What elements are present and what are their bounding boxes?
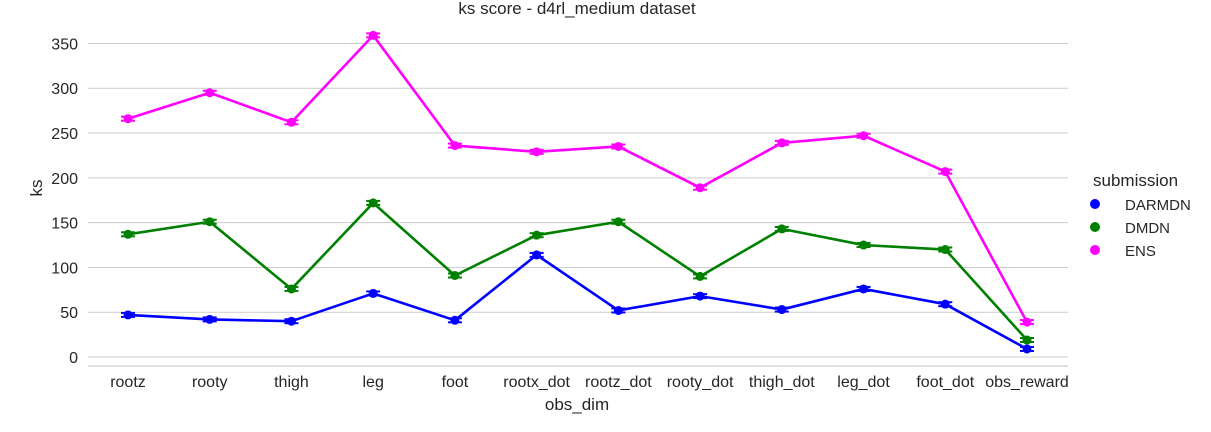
point-darmdn-leg xyxy=(368,288,378,298)
point-dmdn-rootx_dot xyxy=(532,230,542,240)
x-tick-leg: leg xyxy=(363,374,384,391)
y-tick-0: 0 xyxy=(69,350,78,367)
series-line-dmdn xyxy=(127,201,1028,341)
point-dmdn-foot xyxy=(450,271,460,281)
x-tick-rooty_dot: rooty_dot xyxy=(667,374,734,391)
point-ens-thigh xyxy=(286,117,296,127)
y-gridlines xyxy=(88,42,1068,358)
point-ens-rootx_dot xyxy=(532,147,542,157)
point-dmdn-rooty xyxy=(205,217,215,227)
series-line-ens xyxy=(127,34,1029,323)
point-darmdn-leg_dot xyxy=(859,284,869,294)
y-tick-150: 150 xyxy=(51,216,78,233)
y-tick-300: 300 xyxy=(51,81,78,98)
point-dmdn-thigh xyxy=(286,284,296,294)
point-ens-rooty xyxy=(205,88,215,98)
point-darmdn-foot xyxy=(450,315,460,325)
point-ens-rootz_dot xyxy=(613,141,623,151)
point-dmdn-leg_dot xyxy=(859,240,869,250)
x-tick-foot: foot xyxy=(442,374,469,391)
y-tick-350: 350 xyxy=(51,36,78,53)
point-ens-leg xyxy=(368,30,378,40)
x-tick-thigh_dot: thigh_dot xyxy=(749,374,815,391)
y-axis-label: ks xyxy=(27,180,46,197)
point-dmdn-rooty_dot xyxy=(695,271,705,281)
point-dmdn-thigh_dot xyxy=(777,224,787,234)
point-dmdn-obs_reward xyxy=(1022,335,1032,345)
point-darmdn-thigh_dot xyxy=(777,305,787,315)
point-ens-obs_reward xyxy=(1022,317,1032,327)
legend: submission DARMDN DMDN ENS xyxy=(1090,171,1191,260)
x-tick-rootx_dot: rootx_dot xyxy=(503,374,570,391)
series-group xyxy=(121,30,1034,354)
y-tick-100: 100 xyxy=(51,260,78,277)
x-tick-rootz: rootz xyxy=(110,374,146,391)
y-tick-200: 200 xyxy=(51,171,78,188)
point-ens-foot xyxy=(450,141,460,151)
legend-label-dmdn: DMDN xyxy=(1125,220,1170,237)
point-darmdn-rooty_dot xyxy=(695,291,705,301)
point-darmdn-obs_reward xyxy=(1022,344,1032,354)
y-tick-labels: 0 50 100 150 200 250 300 350 xyxy=(51,36,78,367)
series-darmdn xyxy=(121,250,1034,354)
point-ens-foot_dot xyxy=(940,167,950,177)
point-dmdn-rootz_dot xyxy=(613,217,623,227)
x-tick-obs_reward: obs_reward xyxy=(985,374,1069,391)
point-dmdn-leg xyxy=(368,198,378,208)
point-dmdn-rootz xyxy=(123,229,133,239)
point-ens-rooty_dot xyxy=(695,183,705,193)
series-dmdn xyxy=(121,198,1034,345)
point-darmdn-rooty xyxy=(205,314,215,324)
point-ens-thigh_dot xyxy=(777,138,787,148)
x-tick-labels: rootz rooty thigh leg foot rootx_dot rootz_dot… xyxy=(110,374,1069,391)
point-darmdn-rootz xyxy=(123,310,133,320)
legend-label-ens: ENS xyxy=(1125,243,1156,260)
point-ens-leg_dot xyxy=(859,131,869,141)
legend-marker-dmdn xyxy=(1090,222,1100,232)
x-tick-foot_dot: foot_dot xyxy=(916,374,974,391)
x-axis-label: obs_dim xyxy=(545,395,609,414)
point-ens-rootz xyxy=(123,114,133,124)
y-tick-50: 50 xyxy=(60,305,78,322)
y-tick-250: 250 xyxy=(51,126,78,143)
legend-label-darmdn: DARMDN xyxy=(1125,197,1191,214)
x-tick-leg_dot: leg_dot xyxy=(837,374,890,391)
series-line-darmdn xyxy=(127,253,1028,351)
point-darmdn-rootx_dot xyxy=(532,250,542,260)
point-dmdn-foot_dot xyxy=(940,245,950,255)
x-tick-rooty: rooty xyxy=(192,374,228,391)
series-ens xyxy=(121,30,1034,327)
chart-title: ks score - d4rl_medium dataset xyxy=(458,0,695,18)
point-darmdn-foot_dot xyxy=(940,299,950,309)
legend-marker-ens xyxy=(1090,245,1100,255)
point-darmdn-thigh xyxy=(286,316,296,326)
point-darmdn-rootz_dot xyxy=(613,305,623,315)
legend-title: submission xyxy=(1093,171,1178,190)
legend-marker-darmdn xyxy=(1090,199,1100,209)
x-tick-rootz_dot: rootz_dot xyxy=(585,374,652,391)
x-tick-thigh: thigh xyxy=(274,374,309,391)
